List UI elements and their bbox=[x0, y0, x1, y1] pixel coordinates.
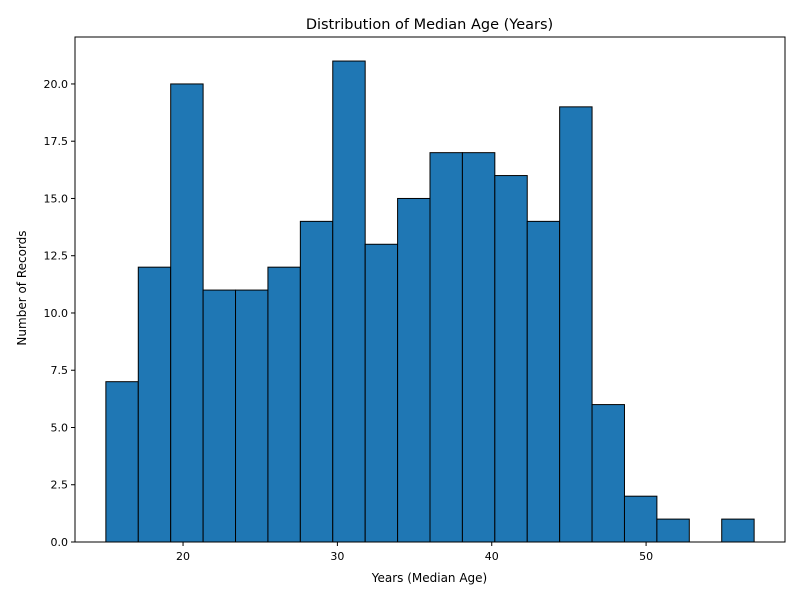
x-tick-label-2: 40 bbox=[485, 550, 499, 563]
histogram-bar-2 bbox=[170, 83, 204, 543]
y-tick-label-6: 15.0 bbox=[44, 192, 69, 205]
histogram-bar-6 bbox=[299, 220, 334, 543]
histogram-bar-7 bbox=[332, 60, 366, 543]
x-axis-label: Years (Median Age) bbox=[371, 571, 488, 585]
histogram-bar-11 bbox=[461, 152, 496, 543]
y-tick-label-7: 17.5 bbox=[44, 135, 69, 148]
y-axis-ticks: 0.0 2.5 5.0 7.5 10.0 12.5 15.0 17.5 20.0 bbox=[44, 78, 75, 549]
histogram-bar-14 bbox=[559, 106, 593, 543]
histogram-bar-3 bbox=[202, 289, 237, 543]
chart-title: Distribution of Median Age (Years) bbox=[306, 17, 553, 33]
histogram-bar-13 bbox=[526, 220, 561, 543]
histogram-bar-15 bbox=[591, 404, 625, 543]
y-tick-label-1: 2.5 bbox=[51, 479, 69, 492]
x-tick-label-3: 50 bbox=[639, 550, 653, 563]
plot-area-frame bbox=[74, 36, 786, 543]
histogram-bar-5 bbox=[267, 266, 301, 543]
y-tick-label-2: 5.0 bbox=[51, 421, 69, 434]
x-tick-label-1: 30 bbox=[330, 550, 344, 563]
histogram-bar-17 bbox=[656, 518, 690, 543]
histogram-bar-8 bbox=[364, 243, 399, 543]
y-tick-label-3: 7.5 bbox=[51, 364, 69, 377]
x-tick-label-0: 20 bbox=[176, 550, 190, 563]
histogram-bar-19 bbox=[721, 518, 755, 543]
histogram-bar-10 bbox=[429, 152, 463, 543]
x-axis-ticks: 20 30 40 50 bbox=[176, 542, 653, 563]
histogram-bar-12 bbox=[494, 175, 528, 543]
histogram-bar-16 bbox=[623, 495, 658, 543]
y-tick-label-8: 20.0 bbox=[44, 78, 69, 91]
y-tick-label-4: 10.0 bbox=[44, 307, 69, 320]
histogram-bar-1 bbox=[137, 266, 172, 543]
bars-group bbox=[105, 60, 755, 543]
y-tick-label-0: 0.0 bbox=[51, 536, 69, 549]
histogram-bar-4 bbox=[235, 289, 269, 543]
y-tick-label-5: 12.5 bbox=[44, 250, 69, 263]
y-axis-label: Number of Records bbox=[15, 230, 29, 345]
histogram-bar-9 bbox=[397, 197, 431, 543]
histogram-bar-0 bbox=[105, 381, 139, 543]
